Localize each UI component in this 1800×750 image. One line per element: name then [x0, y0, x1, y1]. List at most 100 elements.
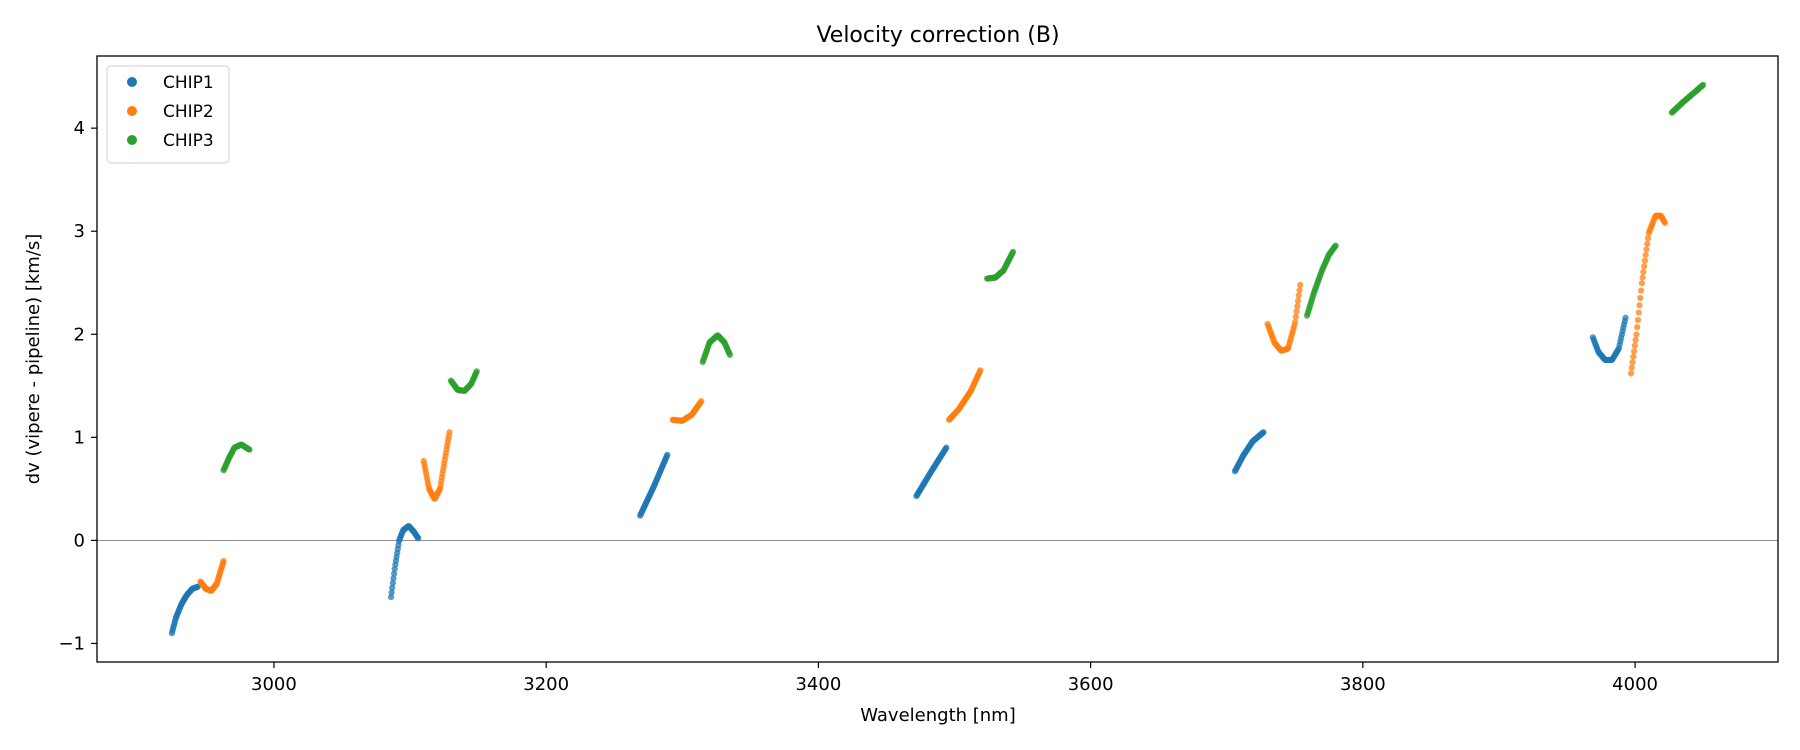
legend-marker-chip3	[127, 135, 137, 145]
data-point	[390, 570, 398, 577]
legend-marker-chip2	[127, 106, 137, 116]
data-point	[389, 584, 396, 591]
chip3-segment-1	[220, 441, 253, 474]
series-chip3	[220, 81, 1707, 474]
chip3-segment-6	[1668, 81, 1707, 116]
chip2-segment-1	[197, 557, 227, 594]
data-point	[977, 367, 984, 374]
x-tick-label: 3800	[1340, 674, 1386, 695]
axes-ticks: 3000 3200 3400 3600 3800 4000 −1 0 1 2 3 4	[58, 118, 1658, 695]
data-point	[1642, 251, 1649, 259]
y-axis-label: dv (vipere - pipeline) [km/s]	[23, 234, 44, 485]
data-point	[1644, 240, 1651, 247]
data-point	[943, 444, 950, 451]
data-point	[1294, 297, 1302, 304]
data-point	[1700, 81, 1707, 88]
y-tick-label: 0	[74, 530, 85, 551]
chip3-segment-2	[447, 368, 480, 395]
data-point	[1633, 331, 1640, 338]
data-point	[390, 575, 397, 582]
data-point	[1632, 336, 1639, 344]
data-point	[664, 451, 671, 458]
plot-area	[97, 81, 1778, 637]
y-tick-label: 2	[74, 324, 85, 345]
chip1-segment-6	[1589, 314, 1629, 364]
data-point	[194, 583, 201, 590]
data-point	[698, 398, 705, 405]
data-point	[1630, 353, 1637, 360]
x-tick-label: 3000	[251, 674, 297, 695]
x-tick-label: 3600	[1068, 674, 1114, 695]
data-point	[387, 593, 395, 601]
chip2-segment-4	[945, 367, 984, 423]
data-point	[1634, 324, 1641, 331]
data-point	[1009, 248, 1017, 255]
data-point	[220, 557, 227, 565]
legend-label-chip3: CHIP3	[163, 131, 214, 151]
data-point	[1643, 246, 1650, 253]
data-point	[1635, 309, 1642, 316]
x-tick-label: 3400	[795, 674, 841, 695]
data-point	[1637, 294, 1644, 302]
chip2-segment-6	[1627, 212, 1669, 377]
legend: CHIP1 CHIP2 CHIP3	[106, 65, 230, 164]
legend-label-chip2: CHIP2	[163, 102, 214, 122]
chip2-segment-3	[669, 398, 705, 424]
y-tick-label: 4	[74, 118, 85, 139]
legend-label-chip1: CHIP1	[163, 73, 214, 93]
chip1-segment-5	[1231, 429, 1267, 475]
data-point	[1296, 287, 1303, 294]
data-point	[1637, 287, 1645, 294]
x-axis-label: Wavelength [nm]	[860, 705, 1016, 726]
data-point	[1297, 281, 1304, 288]
data-point	[1630, 348, 1638, 355]
data-point	[726, 351, 734, 358]
data-point	[415, 535, 422, 542]
chip3-segment-4	[984, 248, 1017, 282]
chip1-segment-4	[913, 444, 950, 500]
data-point	[1332, 242, 1339, 249]
legend-marker-chip1	[127, 77, 137, 87]
data-point	[1629, 359, 1636, 366]
data-point	[1627, 370, 1635, 377]
chip1-segment-3	[636, 451, 671, 519]
data-point	[1641, 257, 1649, 264]
legend-box	[106, 65, 230, 164]
data-point	[1293, 308, 1300, 315]
series-chip2	[197, 212, 1669, 594]
chip2-segment-2	[420, 429, 453, 502]
y-tick-label: 3	[74, 221, 85, 242]
data-point	[1640, 268, 1647, 276]
chip3-segment-3	[699, 332, 734, 366]
data-point	[1644, 235, 1652, 242]
chip1-segment-2	[387, 523, 422, 601]
data-point	[1294, 303, 1301, 310]
data-point	[1661, 219, 1669, 227]
series-chip1	[168, 314, 1629, 637]
chip2-segment-5	[1264, 281, 1304, 354]
data-point	[1639, 274, 1646, 281]
plot-frame	[96, 55, 1779, 663]
data-point	[1260, 429, 1267, 436]
data-point	[1628, 364, 1635, 371]
data-point	[1638, 280, 1645, 287]
x-tick-label: 3200	[523, 674, 569, 695]
y-tick-label: 1	[74, 427, 85, 448]
data-point	[446, 429, 453, 436]
y-tick-label: −1	[58, 633, 85, 654]
data-point	[473, 368, 480, 375]
data-point	[1291, 319, 1299, 326]
data-point	[1295, 292, 1302, 299]
data-point	[389, 579, 396, 587]
x-tick-label: 4000	[1612, 674, 1658, 695]
data-point	[1631, 342, 1638, 349]
data-point	[1292, 313, 1299, 320]
chip1-segment-1	[168, 583, 201, 637]
data-point	[1636, 302, 1643, 309]
data-point	[388, 589, 395, 596]
chip3-segment-5	[1303, 242, 1339, 319]
chart-title: Velocity correction (B)	[816, 23, 1059, 48]
data-point	[1641, 263, 1648, 270]
